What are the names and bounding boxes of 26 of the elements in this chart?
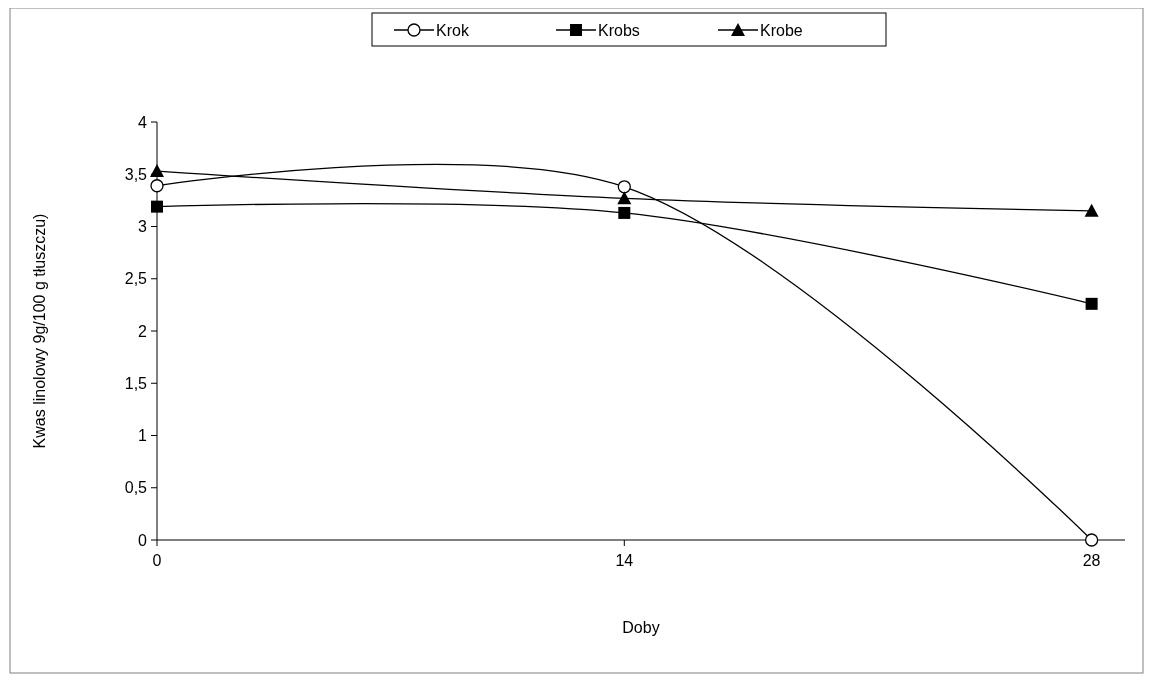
y-tick-label: 1,5 (124, 374, 148, 392)
point (150, 164, 164, 178)
point (1085, 297, 1098, 310)
legend-label: Krobs (598, 21, 640, 39)
point (617, 180, 631, 194)
point (1084, 533, 1099, 547)
y-tick-label: 2 (138, 322, 148, 340)
y-tick-label: 0 (138, 531, 148, 549)
y-tick-label: 3 (138, 218, 148, 236)
legend-label: Krobe (760, 21, 803, 39)
y-axis-title: Kwas linolowy 9g/100 g tłuszczu) (31, 213, 48, 449)
y-tick-label: 3,5 (124, 165, 148, 183)
legend-label: Krok (436, 21, 470, 39)
y-tick-label: 1 (138, 427, 148, 445)
point (151, 200, 163, 213)
x-tick-label: 28 (1082, 552, 1101, 569)
y-tick-label: 2,5 (124, 270, 148, 288)
x-tick-label: 14 (615, 552, 634, 569)
x-axis-title: Doby (622, 619, 660, 636)
point (617, 191, 632, 205)
x-tick-label: 0 (152, 552, 162, 569)
point (618, 206, 631, 219)
y-tick-label: 0,5 (124, 479, 148, 497)
point (1084, 203, 1099, 217)
y-tick-label: 4 (138, 113, 148, 131)
point (150, 179, 164, 193)
